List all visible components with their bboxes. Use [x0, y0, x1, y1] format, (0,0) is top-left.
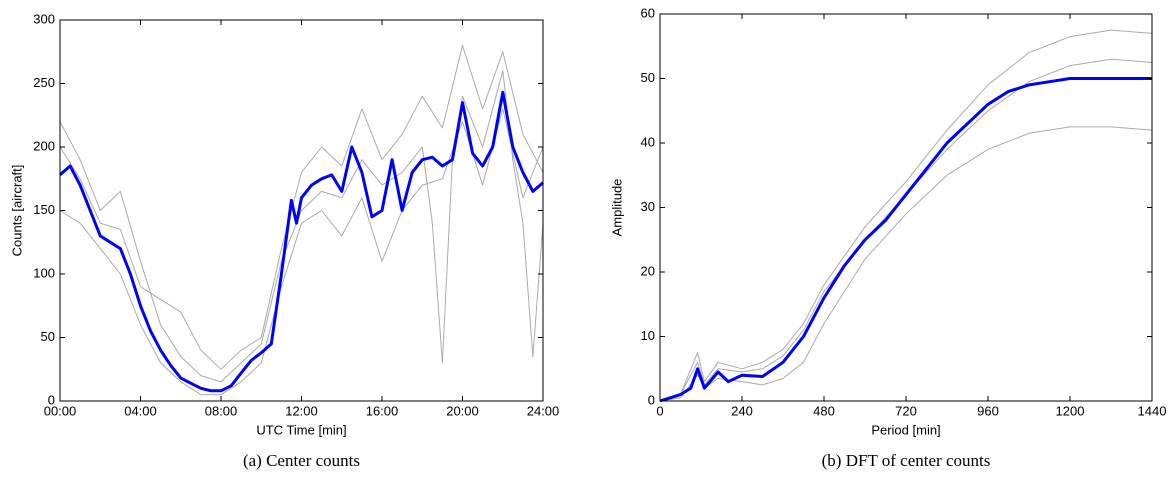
- x-tick-label: 20:00: [446, 403, 479, 418]
- series-line: [659, 126, 1153, 402]
- y-axis-label: Amplitude: [609, 179, 624, 237]
- y-tick-label: 150: [33, 202, 55, 217]
- x-tick-label: 04:00: [124, 403, 157, 418]
- y-tick-label: 100: [33, 265, 55, 280]
- x-axis-label: UTC Time [min]: [256, 422, 346, 437]
- y-tick-label: 10: [641, 328, 655, 343]
- x-tick-label: 0: [656, 403, 663, 418]
- x-tick-label: 720: [895, 403, 917, 418]
- y-tick-label: 60: [641, 5, 655, 20]
- x-axis-label: Period [min]: [871, 422, 940, 437]
- series-line: [59, 90, 544, 393]
- caption: (b) DFT of center counts: [822, 451, 991, 470]
- y-tick-label: 300: [33, 11, 55, 26]
- series-line: [59, 108, 544, 396]
- y-tick-label: 20: [641, 263, 655, 278]
- series-line: [659, 58, 1153, 402]
- series-line: [59, 70, 544, 383]
- x-tick-label: 00:00: [44, 403, 77, 418]
- y-tick-label: 50: [41, 329, 55, 344]
- x-tick-label: 1200: [1056, 403, 1085, 418]
- series-line: [59, 44, 544, 370]
- series-line: [659, 77, 1152, 403]
- x-tick-label: 960: [977, 403, 999, 418]
- y-tick-label: 0: [48, 392, 55, 407]
- y-tick-label: 50: [641, 70, 655, 85]
- y-tick-label: 250: [33, 75, 55, 90]
- x-tick-label: 08:00: [205, 403, 238, 418]
- series-line: [659, 29, 1153, 402]
- x-tick-label: 1440: [1138, 403, 1167, 418]
- x-tick-label: 24:00: [527, 403, 560, 418]
- y-tick-label: 40: [641, 134, 655, 149]
- x-tick-label: 480: [813, 403, 835, 418]
- x-tick-label: 12:00: [285, 403, 318, 418]
- y-axis-label: Counts [aircraft]: [9, 165, 24, 257]
- y-tick-label: 30: [641, 199, 655, 214]
- y-tick-label: 200: [33, 138, 55, 153]
- caption: (a) Center counts: [243, 451, 360, 470]
- x-tick-label: 240: [731, 403, 753, 418]
- plot-frame: [659, 13, 1153, 402]
- x-tick-label: 16:00: [366, 403, 399, 418]
- y-tick-label: 0: [648, 392, 655, 407]
